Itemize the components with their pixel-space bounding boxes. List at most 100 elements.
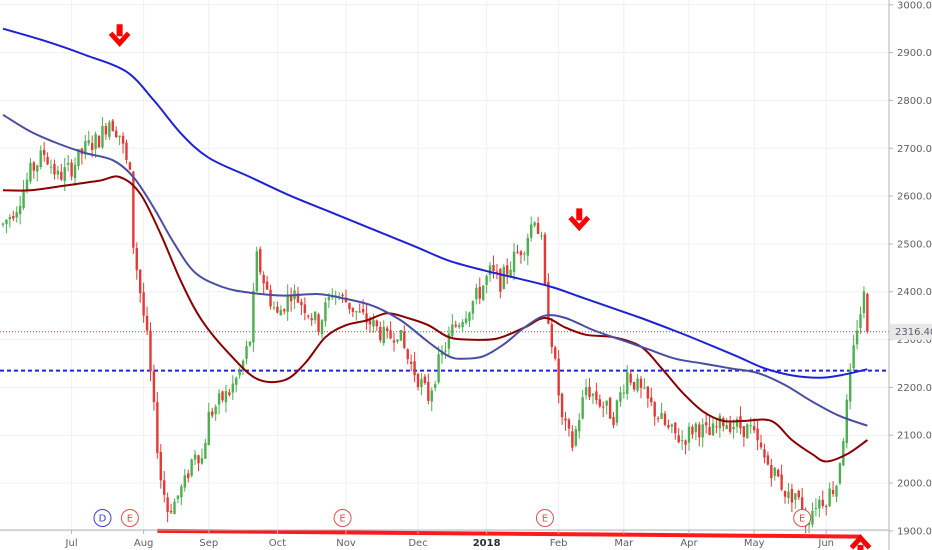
candle: [262, 271, 265, 294]
candle: [626, 365, 629, 400]
y-tick-label: 2700.00: [897, 144, 932, 155]
candle: [1, 222, 5, 228]
candle: [444, 342, 447, 359]
arrow-down-icon: [108, 24, 131, 47]
candle: [636, 373, 639, 393]
event-marker-e[interactable]: E: [120, 509, 139, 527]
candle: [238, 367, 241, 379]
candle: [550, 318, 553, 354]
candle: [475, 283, 478, 305]
candle: [358, 303, 361, 313]
candle: [12, 210, 15, 222]
candle: [523, 251, 526, 261]
candle: [595, 382, 598, 405]
candle: [49, 159, 53, 174]
candle: [77, 149, 80, 170]
candle: [128, 161, 132, 171]
y-tick-label: 2000.00: [897, 479, 932, 490]
candle: [163, 471, 166, 503]
candle: [42, 141, 46, 162]
candle: [15, 206, 18, 223]
candle: [379, 321, 382, 343]
candle: [742, 425, 746, 447]
candle: [416, 372, 420, 391]
candle: [152, 364, 156, 411]
candle: [670, 423, 674, 434]
candle: [619, 386, 622, 407]
candle: [543, 232, 547, 287]
y-tick-label: 3000.00: [897, 0, 932, 11]
x-tick-label: Mar: [614, 538, 634, 549]
candle: [701, 418, 704, 448]
event-marker-e[interactable]: E: [535, 509, 554, 527]
candle: [512, 243, 516, 281]
candle: [111, 118, 114, 132]
candle: [183, 468, 186, 492]
candle: [482, 284, 485, 302]
candle: [478, 277, 481, 305]
svg-text:E: E: [127, 514, 133, 525]
last-price-label: 2316.40: [890, 323, 932, 340]
candle: [433, 380, 437, 392]
candle: [197, 454, 200, 472]
x-tick-label: Dec: [408, 538, 427, 549]
candle: [235, 376, 238, 393]
x-tick-label: May: [744, 538, 765, 549]
candle: [499, 268, 502, 299]
candle: [36, 164, 39, 182]
candle: [776, 468, 780, 478]
candle: [536, 216, 540, 234]
candle: [691, 424, 694, 439]
y-axis[interactable]: 3000.00 2900.00 2800.00 2700.00 2600.00 2500.…: [888, 0, 932, 550]
candle: [187, 469, 190, 483]
candle: [629, 369, 632, 386]
candle: [656, 416, 660, 423]
candle: [207, 402, 210, 446]
event-marker-e[interactable]: E: [793, 509, 812, 527]
event-marker-e[interactable]: E: [333, 509, 352, 527]
candle: [406, 348, 409, 365]
candle: [756, 418, 759, 451]
y-tick-label: 2300.00: [897, 335, 932, 346]
candle: [831, 481, 835, 497]
candle: [581, 389, 584, 420]
svg-text:D: D: [99, 514, 107, 525]
candle: [204, 438, 207, 459]
candle: [557, 350, 560, 404]
candle: [759, 434, 763, 450]
candle: [591, 392, 595, 405]
candle: [180, 483, 183, 506]
candle: [286, 284, 289, 321]
x-tick-label: Aug: [134, 538, 154, 549]
candle: [176, 495, 180, 504]
candle: [773, 467, 776, 481]
x-axis[interactable]: Jul Aug Sep Oct Nov Dec 2018 Feb Mar Apr May Jun: [0, 529, 889, 549]
candle: [770, 458, 773, 487]
candle: [677, 428, 680, 444]
candle: [365, 303, 368, 330]
candle: [217, 389, 221, 415]
support-line: [157, 528, 861, 539]
candle: [447, 326, 451, 355]
y-tick-label: 2400.00: [897, 287, 932, 298]
x-tick-label: Oct: [269, 538, 286, 549]
candle: [337, 292, 341, 301]
candle: [715, 418, 718, 434]
candle: [835, 484, 838, 503]
candle: [838, 462, 842, 486]
x-tick-label: Apr: [680, 538, 698, 549]
candle: [632, 381, 636, 392]
candle: [506, 258, 509, 285]
candle: [56, 165, 60, 180]
candle: [584, 378, 588, 400]
candle: [70, 159, 73, 181]
candle: [8, 213, 12, 228]
candle: [348, 302, 351, 314]
candle: [547, 273, 550, 325]
moving-average-fast: [2, 175, 868, 463]
candle: [310, 313, 313, 326]
candle: [708, 416, 711, 436]
event-marker-d[interactable]: D: [93, 509, 112, 527]
